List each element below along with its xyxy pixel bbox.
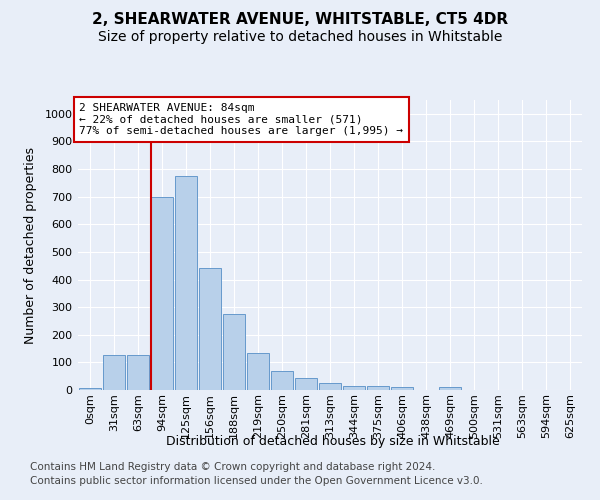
Bar — [439, 387, 461, 390]
Bar — [271, 370, 293, 390]
Bar — [151, 196, 173, 390]
Text: Distribution of detached houses by size in Whitstable: Distribution of detached houses by size … — [166, 435, 500, 448]
Bar — [391, 387, 413, 390]
Bar — [127, 354, 149, 390]
Bar — [175, 176, 197, 390]
Y-axis label: Number of detached properties: Number of detached properties — [25, 146, 38, 344]
Text: Contains public sector information licensed under the Open Government Licence v3: Contains public sector information licen… — [30, 476, 483, 486]
Bar — [247, 352, 269, 390]
Bar — [343, 386, 365, 390]
Bar — [319, 382, 341, 390]
Bar — [103, 354, 125, 390]
Bar — [199, 268, 221, 390]
Text: 2, SHEARWATER AVENUE, WHITSTABLE, CT5 4DR: 2, SHEARWATER AVENUE, WHITSTABLE, CT5 4D… — [92, 12, 508, 28]
Text: Contains HM Land Registry data © Crown copyright and database right 2024.: Contains HM Land Registry data © Crown c… — [30, 462, 436, 472]
Bar — [79, 388, 101, 390]
Text: 2 SHEARWATER AVENUE: 84sqm
← 22% of detached houses are smaller (571)
77% of sem: 2 SHEARWATER AVENUE: 84sqm ← 22% of deta… — [79, 103, 403, 136]
Bar — [223, 314, 245, 390]
Bar — [367, 386, 389, 390]
Text: Size of property relative to detached houses in Whitstable: Size of property relative to detached ho… — [98, 30, 502, 44]
Bar — [295, 378, 317, 390]
